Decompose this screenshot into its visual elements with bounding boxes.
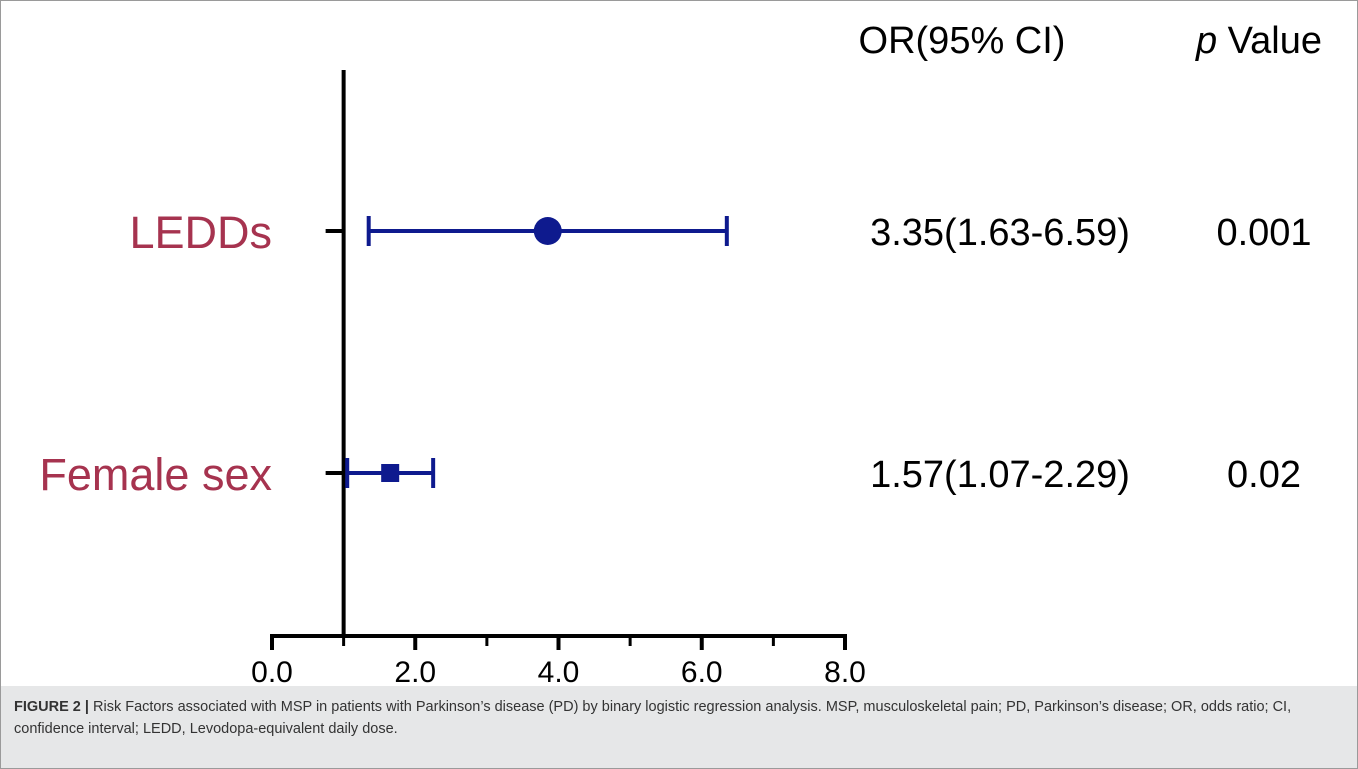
caption-text: Risk Factors associated with MSP in pati… [14,699,1292,737]
caption-band [1,686,1357,768]
axes: 0.0 2.0 4.0 6.0 8.0 [251,70,866,686]
figure-caption: FIGURE 2 | Risk Factors associated with … [14,696,1334,740]
p-column-header-rest: Value [1217,20,1322,62]
p-column-header: p Value [1195,20,1322,62]
or-column-header: OR(95% CI) [859,20,1066,62]
x-tick-label: 8.0 [824,656,866,686]
x-tick-label: 6.0 [681,656,723,686]
column-headers: OR(95% CI) p Value [859,20,1323,62]
or-value-text: 3.35(1.63-6.59) [870,212,1130,254]
figure-label: FIGURE 2 | [14,699,89,715]
p-value-text: 0.02 [1227,454,1301,496]
forest-plot: 0.0 2.0 4.0 6.0 8.0 LEDDs 3.35(1.63-6.59) 0.00… [39,20,1323,686]
x-tick-label: 0.0 [251,656,293,686]
or-value-text: 1.57(1.07-2.29) [870,454,1130,496]
forest-row: LEDDs 3.35(1.63-6.59) 0.001 [129,207,1311,258]
x-tick-label: 4.0 [538,656,580,686]
p-column-header-italic: p [1195,20,1217,62]
forest-rows: LEDDs 3.35(1.63-6.59) 0.001 Female sex 1.57(… [39,207,1311,500]
or-marker-square [381,464,400,482]
row-label: LEDDs [129,207,272,258]
forest-row: Female sex 1.57(1.07-2.29) 0.02 [39,449,1301,500]
or-marker-circle [533,217,562,245]
x-tick-label: 2.0 [394,656,436,686]
p-value-text: 0.001 [1216,212,1311,254]
row-label: Female sex [39,449,272,500]
